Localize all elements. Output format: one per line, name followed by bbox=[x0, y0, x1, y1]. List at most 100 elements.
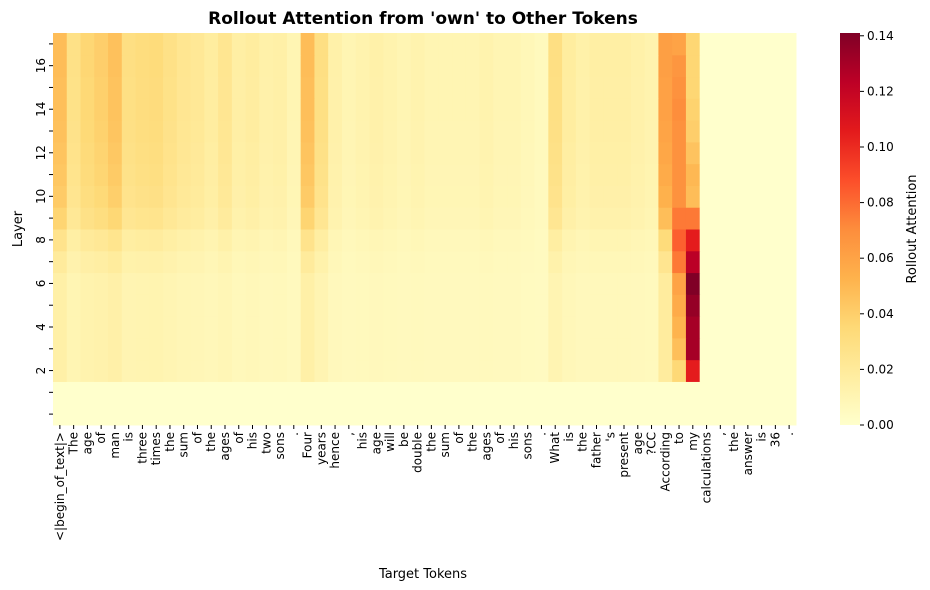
heatmap-cell bbox=[245, 229, 260, 252]
heatmap-cell bbox=[644, 316, 659, 339]
heatmap-cell bbox=[163, 316, 178, 339]
heatmap-cell bbox=[94, 141, 109, 165]
heatmap-cell bbox=[231, 403, 247, 426]
heatmap-cell bbox=[66, 316, 82, 339]
heatmap-cell bbox=[314, 272, 329, 295]
heatmap-cell bbox=[520, 76, 536, 99]
heatmap-cell bbox=[768, 272, 783, 295]
heatmap-cell bbox=[149, 163, 164, 186]
x-tick-label: ?CC bbox=[645, 432, 659, 455]
heatmap-cell bbox=[66, 294, 82, 317]
y-tick-label: 10 bbox=[34, 189, 48, 204]
heatmap-cell bbox=[300, 185, 315, 208]
heatmap-cell bbox=[548, 381, 563, 404]
heatmap-cell bbox=[383, 54, 398, 78]
heatmap-cell bbox=[479, 207, 494, 230]
heatmap-cell bbox=[259, 54, 274, 78]
heatmap-cell bbox=[53, 359, 68, 382]
heatmap-cell bbox=[369, 33, 384, 56]
heatmap-cell bbox=[66, 359, 82, 382]
heatmap-cell bbox=[740, 207, 756, 230]
heatmap-cell bbox=[452, 272, 467, 295]
heatmap-cell bbox=[479, 403, 494, 426]
heatmap-cell bbox=[658, 359, 673, 382]
heatmap-cell bbox=[727, 229, 742, 252]
heatmap-cell bbox=[53, 185, 68, 208]
heatmap-cell bbox=[424, 272, 439, 295]
heatmap-cell bbox=[300, 337, 315, 361]
x-tick-label: my bbox=[686, 432, 700, 451]
heatmap-cell bbox=[603, 141, 618, 165]
heatmap-cell bbox=[727, 98, 742, 121]
heatmap-cell bbox=[383, 337, 398, 361]
heatmap-cell bbox=[658, 272, 673, 295]
x-tick-label: 36 bbox=[768, 432, 782, 447]
heatmap-cell bbox=[245, 207, 260, 230]
heatmap-cell bbox=[369, 294, 384, 317]
heatmap-cell bbox=[176, 120, 192, 143]
heatmap-cell bbox=[658, 163, 673, 186]
heatmap-cell bbox=[740, 120, 756, 143]
heatmap-cell bbox=[341, 54, 357, 78]
heatmap-cell bbox=[231, 120, 247, 143]
heatmap-cell bbox=[479, 98, 494, 121]
heatmap-cell bbox=[575, 337, 591, 361]
heatmap-cell bbox=[231, 381, 247, 404]
heatmap-cell bbox=[410, 54, 425, 78]
heatmap-cell bbox=[438, 54, 453, 78]
x-tick-label: calculations bbox=[700, 432, 714, 503]
heatmap-cell bbox=[493, 98, 508, 121]
heatmap-cell bbox=[204, 294, 219, 317]
heatmap-cell bbox=[424, 207, 439, 230]
x-tick-label: father bbox=[589, 432, 603, 468]
heatmap-cell bbox=[80, 316, 95, 339]
heatmap-cell bbox=[507, 163, 522, 186]
heatmap-cell bbox=[273, 98, 288, 121]
heatmap-cell bbox=[424, 359, 439, 382]
heatmap-cell bbox=[562, 76, 577, 99]
heatmap-cell bbox=[754, 163, 769, 186]
heatmap-cell bbox=[465, 316, 481, 339]
colorbar-tick-label: 0.06 bbox=[867, 251, 894, 265]
heatmap-cell bbox=[204, 316, 219, 339]
heatmap-cell bbox=[644, 207, 659, 230]
heatmap-cell bbox=[121, 229, 137, 252]
heatmap-cell bbox=[369, 359, 384, 382]
heatmap-cell bbox=[245, 33, 260, 56]
heatmap-cell bbox=[452, 141, 467, 165]
heatmap-cell bbox=[396, 381, 412, 404]
heatmap-cell bbox=[300, 359, 315, 382]
heatmap-cell bbox=[135, 98, 150, 121]
heatmap-cell bbox=[452, 250, 467, 274]
heatmap-cell bbox=[396, 403, 412, 426]
heatmap-cell bbox=[507, 54, 522, 78]
heatmap-cell bbox=[658, 185, 673, 208]
heatmap-cell bbox=[328, 98, 343, 121]
heatmap-cell bbox=[548, 185, 563, 208]
heatmap-cell bbox=[94, 359, 109, 382]
heatmap-cell bbox=[685, 141, 701, 165]
heatmap-cell bbox=[108, 229, 123, 252]
heatmap-cell bbox=[176, 54, 192, 78]
heatmap-cell bbox=[204, 120, 219, 143]
heatmap-cell bbox=[617, 141, 632, 165]
heatmap-cell bbox=[493, 141, 508, 165]
heatmap-cell bbox=[314, 185, 329, 208]
heatmap-cell bbox=[300, 120, 315, 143]
heatmap-cell bbox=[493, 120, 508, 143]
heatmap-cell bbox=[286, 359, 302, 382]
heatmap-cell bbox=[369, 141, 384, 165]
heatmap-cell bbox=[630, 250, 646, 274]
heatmap-cell bbox=[507, 316, 522, 339]
heatmap-cell bbox=[341, 33, 357, 56]
heatmap-cell bbox=[190, 337, 205, 361]
heatmap-cell bbox=[163, 141, 178, 165]
heatmap-cell bbox=[589, 250, 604, 274]
heatmap-cell bbox=[328, 76, 343, 99]
heatmap-cell bbox=[658, 294, 673, 317]
heatmap-cell bbox=[534, 54, 549, 78]
heatmap-cell bbox=[341, 185, 357, 208]
heatmap-cell bbox=[108, 120, 123, 143]
heatmap-cell bbox=[562, 403, 577, 426]
heatmap-cell bbox=[465, 163, 481, 186]
